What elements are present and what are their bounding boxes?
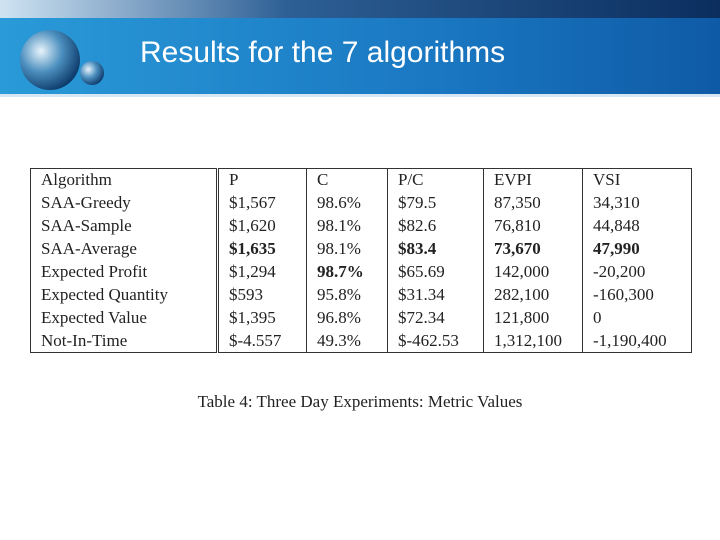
table-cell: $-4.557 [217, 329, 307, 353]
table-cell: -160,300 [582, 283, 692, 307]
table-body: SAA-Greedy $1,567 98.6% $79.5 87,350 34,310 SA… [30, 191, 692, 353]
table-cell: SAA-Sample [30, 214, 219, 238]
table-cell: Expected Profit [30, 260, 219, 284]
table-cell: $65.69 [387, 260, 484, 284]
column-header: P [217, 168, 307, 192]
table-row: Expected Profit $1,294 98.7% $65.69 142,000-… [30, 260, 692, 284]
table-cell: $1,395 [217, 306, 307, 330]
table: Algorithm P C P/C EVPI VSI SAA-Greedy $1,567 98… [30, 168, 692, 354]
table-row: Expected Quantity $593 95.8% $31.34 282,100-… [30, 283, 692, 307]
table-cell: -1,190,400 [582, 329, 692, 353]
table-cell: $79.5 [387, 191, 484, 215]
table-cell: 95.8% [306, 283, 388, 307]
column-header: C [306, 168, 388, 192]
table-row: Expected Value $1,395 96.8% $72.34 121,800 0 [30, 306, 692, 330]
table-cell: 73,670 [483, 237, 583, 261]
table-caption: Table 4: Three Day Experiments: Metric V… [197, 392, 523, 411]
slide-title: Results for the 7 algorithms [140, 36, 506, 69]
table-cell: 98.1% [306, 237, 388, 261]
table-cell: 98.7% [306, 260, 388, 284]
column-header: EVPI [483, 168, 583, 192]
table-row: SAA-Average $1,635 98.1% $83.4 73,670 47,990 [30, 237, 692, 261]
table-cell: 142,000 [483, 260, 583, 284]
table-cell: 98.6% [306, 191, 388, 215]
table-cell: 1,312,100 [483, 329, 583, 353]
table-cell: 49.3% [306, 329, 388, 353]
table-row: SAA-Sample $1,620 98.1% $82.6 76,810 44,848 [30, 214, 692, 238]
table-cell: $82.6 [387, 214, 484, 238]
table-cell: 76,810 [483, 214, 583, 238]
table-cell: $-462.53 [387, 329, 484, 353]
header-row: Algorithm P C P/C EVPI VSI [30, 168, 692, 192]
table-cell: $83.4 [387, 237, 484, 261]
banner [0, 0, 720, 97]
table-cell: 47,990 [582, 237, 692, 261]
table-row: SAA-Greedy $1,567 98.6% $79.5 87,350 34,310 [30, 191, 692, 215]
table-cell: $1,620 [217, 214, 307, 238]
column-header: VSI [582, 168, 692, 192]
table-cell: 0 [582, 306, 692, 330]
table-cell: 87,350 [483, 191, 583, 215]
table-cell: $72.34 [387, 306, 484, 330]
table-cell: -20,200 [582, 260, 692, 284]
table-cell: $1,567 [217, 191, 307, 215]
table-cell: 96.8% [306, 306, 388, 330]
table-row: Not-In-Time $-4.557 49.3% $-462.53 1,312,100… [30, 329, 692, 353]
column-header: Algorithm [30, 168, 219, 192]
table-cell: $1,635 [217, 237, 307, 261]
table-cell: SAA-Average [30, 237, 219, 261]
table-cell: $593 [217, 283, 307, 307]
table-cell: Expected Value [30, 306, 219, 330]
table-cell: SAA-Greedy [30, 191, 219, 215]
table-cell: 121,800 [483, 306, 583, 330]
table-cell: Not-In-Time [30, 329, 219, 353]
table-cell: 44,848 [582, 214, 692, 238]
table-cell: Expected Quantity [30, 283, 219, 307]
column-header: P/C [387, 168, 484, 192]
table-cell: $31.34 [387, 283, 484, 307]
table-cell: 34,310 [582, 191, 692, 215]
table-cell: 282,100 [483, 283, 583, 307]
table-cell: 98.1% [306, 214, 388, 238]
table-cell: $1,294 [217, 260, 307, 284]
